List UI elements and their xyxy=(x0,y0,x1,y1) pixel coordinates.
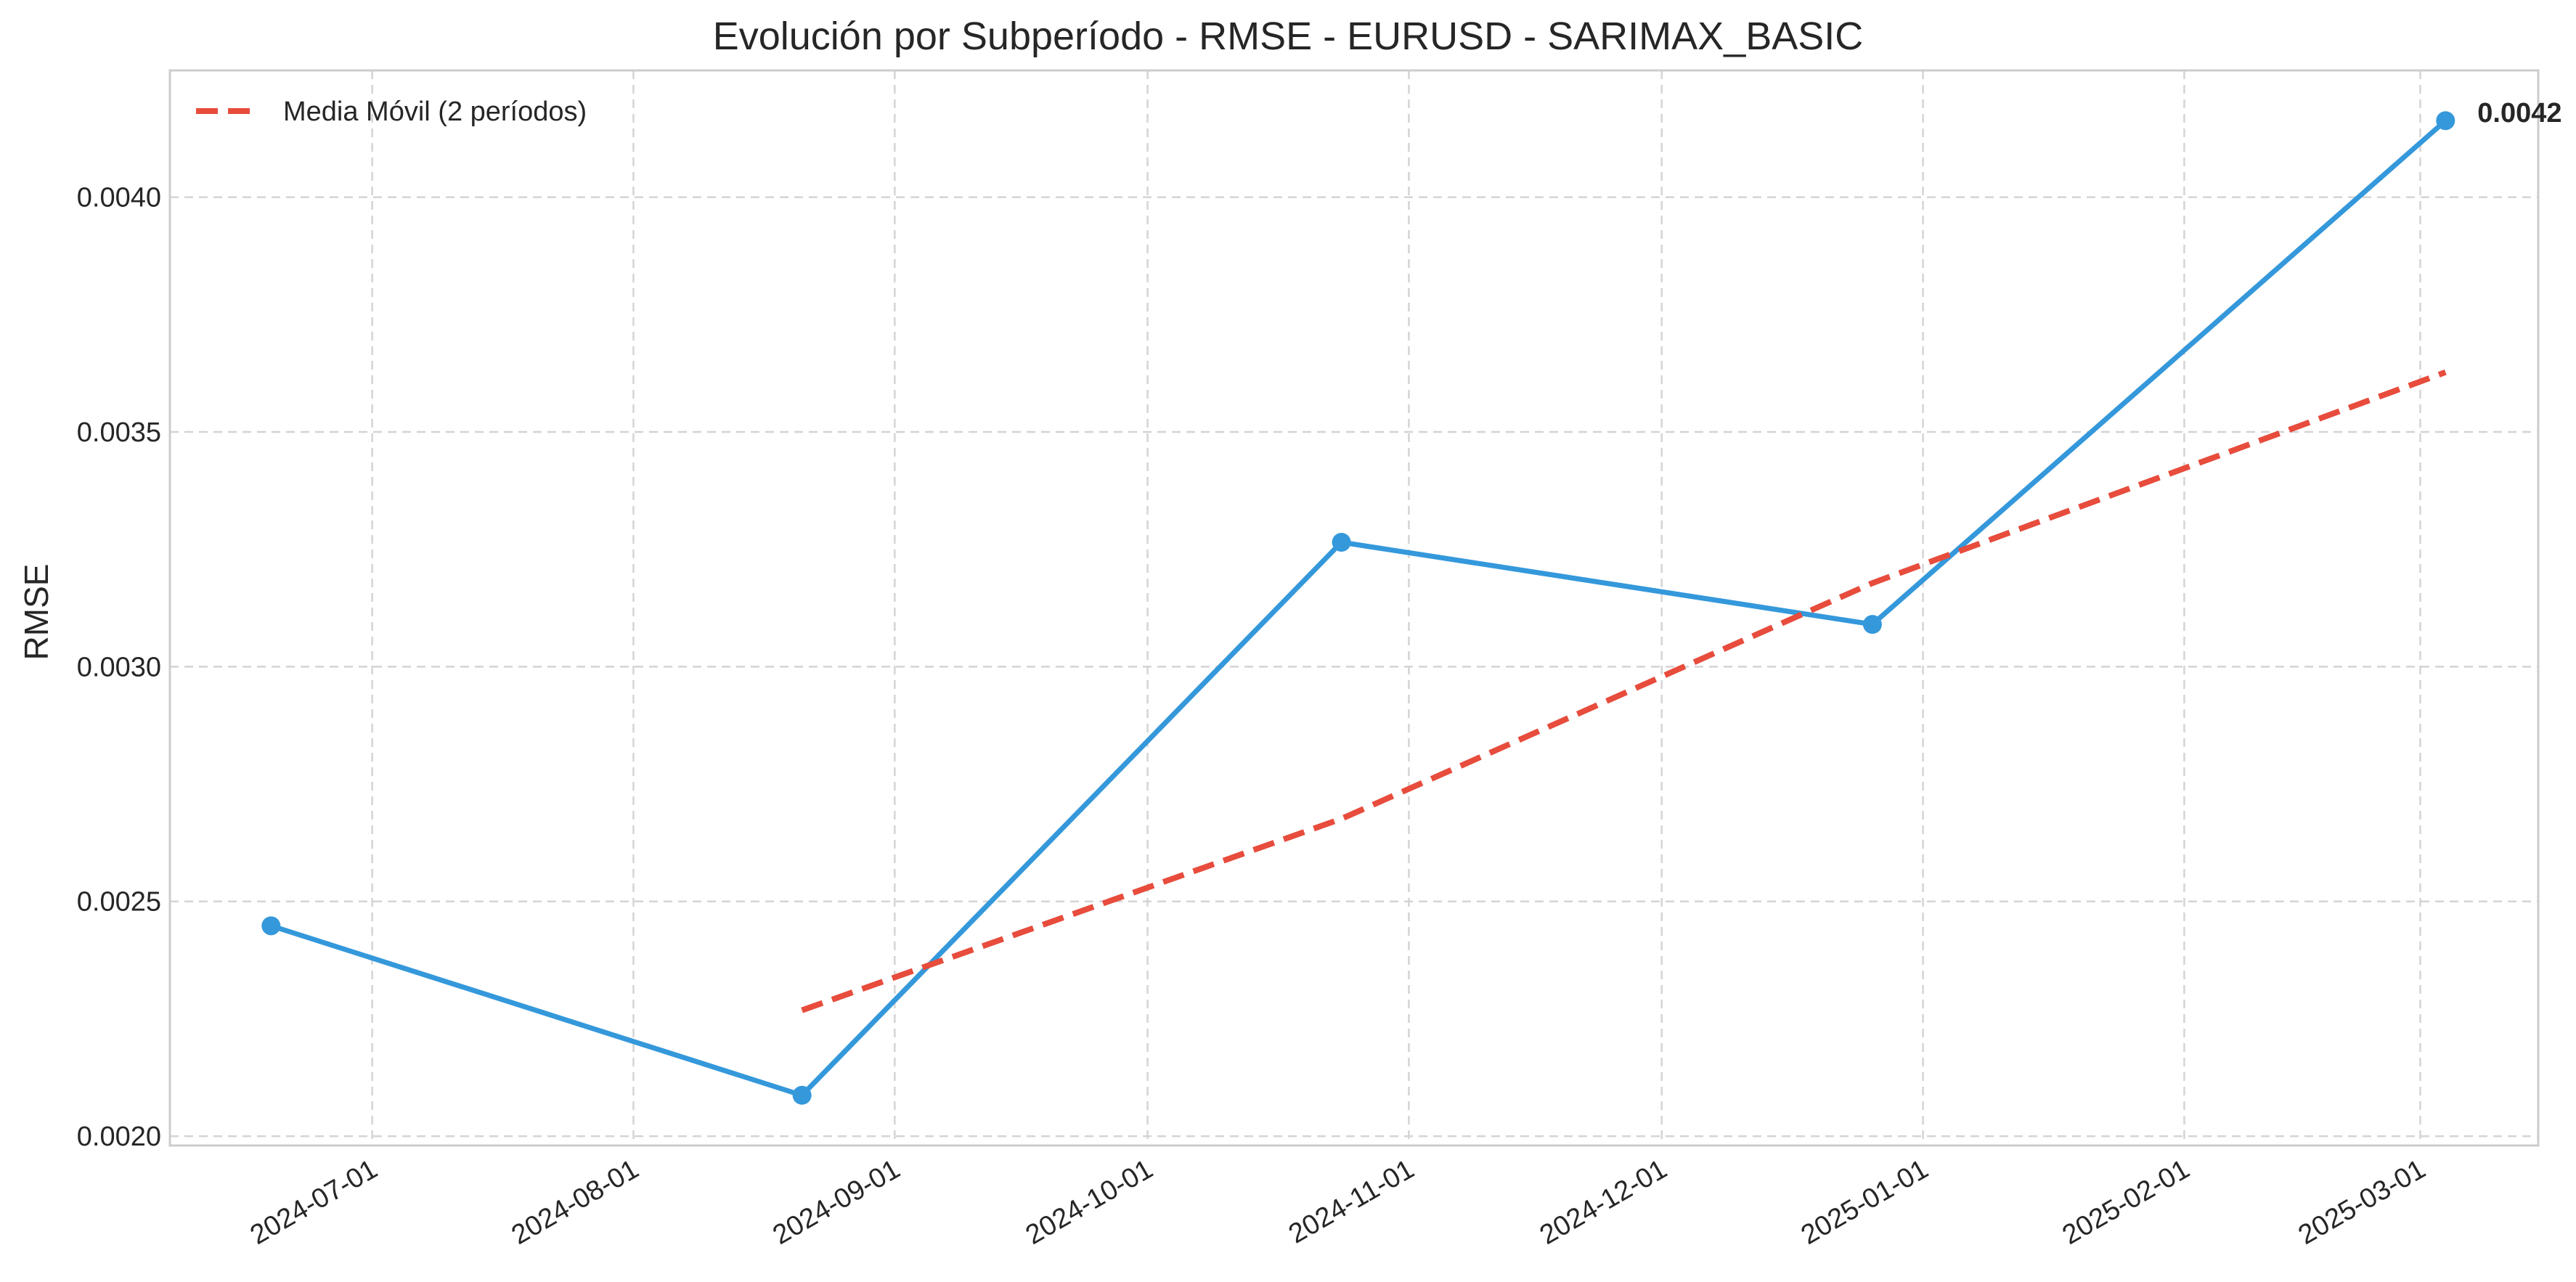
x-tick-label: 2025-02-01 xyxy=(2058,1154,2195,1251)
rmse-series-line xyxy=(270,118,2447,1098)
annotations: 0.0042 xyxy=(2477,98,2561,128)
rmse-data-point xyxy=(1862,615,1882,634)
x-tick-label: 2024-09-01 xyxy=(767,1154,905,1251)
x-tick-label: 2024-10-01 xyxy=(1021,1154,1158,1251)
rmse-data-point xyxy=(792,1085,812,1105)
x-tick-label: 2024-08-01 xyxy=(507,1154,644,1251)
x-tick-label: 2024-11-01 xyxy=(1284,1154,1419,1249)
x-tick-label: 2024-12-01 xyxy=(1535,1154,1672,1251)
y-axis-ticks: 0.0020 0.0025 0.0030 0.0035 0.0040 xyxy=(77,183,161,1152)
plot-area-frame xyxy=(168,69,2540,1147)
x-tick-label: 2025-03-01 xyxy=(2294,1154,2431,1251)
legend-label-moving-average: Media Móvil (2 períodos) xyxy=(283,97,587,127)
y-tick-label: 0.0020 xyxy=(77,1122,161,1152)
rmse-data-point xyxy=(2436,111,2455,131)
rmse-data-point xyxy=(261,916,281,936)
moving-average-line xyxy=(801,370,2447,1013)
chart-title: Evolución por Subperíodo - RMSE - EURUSD… xyxy=(713,15,1864,58)
last-value-label: 0.0042 xyxy=(2477,98,2561,128)
y-axis-label: RMSE xyxy=(17,564,55,661)
rmse-data-point xyxy=(1332,532,1351,552)
x-tick-label: 2025-01-01 xyxy=(1796,1154,1933,1251)
y-tick-label: 0.0030 xyxy=(77,652,161,682)
y-tick-label: 0.0040 xyxy=(77,183,161,213)
series-layer xyxy=(261,111,2455,1105)
y-tick-label: 0.0035 xyxy=(77,417,161,448)
x-axis-ticks: 2024-07-01 2024-08-01 2024-09-01 2024-10-01… xyxy=(245,1154,2431,1251)
legend: Media Móvil (2 períodos) xyxy=(196,97,587,127)
y-tick-label: 0.0025 xyxy=(77,887,161,918)
x-tick-label: 2024-07-01 xyxy=(245,1154,383,1251)
grid-lines xyxy=(170,70,2538,1146)
